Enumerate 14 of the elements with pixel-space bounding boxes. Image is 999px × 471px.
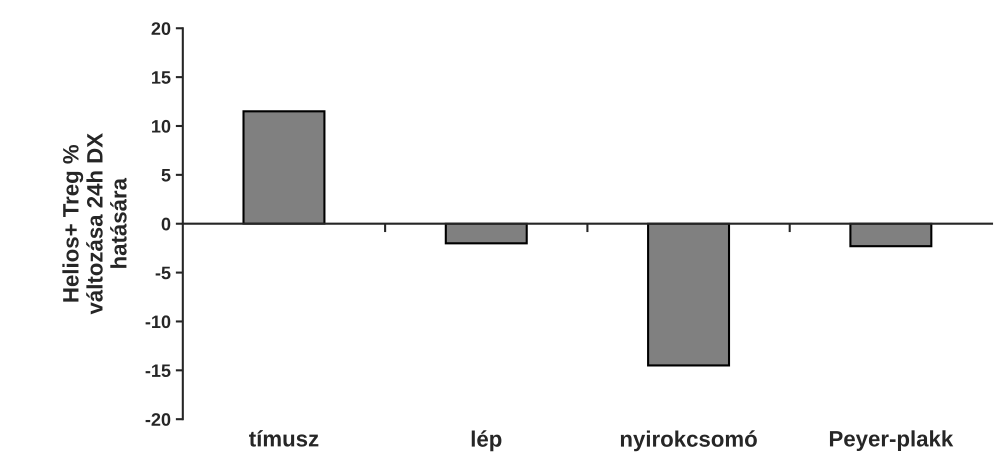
y-tick-label: -15 [146, 364, 171, 378]
y-tick-label: 20 [152, 22, 170, 35]
y-tick-label: -10 [146, 315, 170, 328]
y-tick-label: 15 [152, 71, 171, 84]
y-tick-label: -20 [146, 413, 170, 426]
y-axis-title: Helios+ Treg % változása 24h DX hatására [62, 133, 127, 314]
y-tick-label: 5 [162, 168, 171, 182]
x-tick-label: nyirokcsomó [620, 430, 757, 452]
x-tick-label: tímusz [249, 430, 318, 447]
y-tick-label: 10 [152, 120, 170, 133]
y-tick-label: 0 [162, 218, 170, 230]
y-tick-label: -5 [156, 266, 171, 280]
x-tick-label: lép [472, 430, 502, 452]
x-tick-label: Peyer-plakk [830, 430, 954, 452]
